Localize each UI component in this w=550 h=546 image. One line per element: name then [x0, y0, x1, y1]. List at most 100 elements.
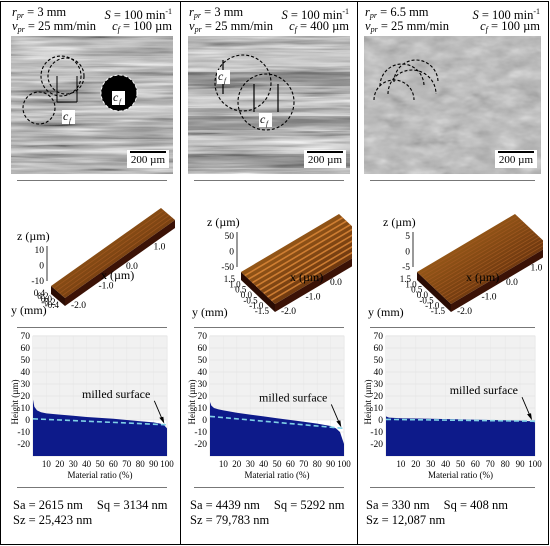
tool-mark-circle: [40, 55, 82, 97]
roughness-stats: Sa = 4439 nm Sq = 5292 nm Sz = 79,783 nm: [190, 498, 350, 528]
annotation-arrowhead: [527, 413, 533, 421]
y-tick-label: 0.0: [241, 290, 253, 300]
row-separator: [370, 327, 535, 328]
rpr-value: 3 mm: [214, 5, 244, 19]
x-tick-label: 30: [69, 459, 79, 469]
feed-per-rev: cf = 400 µm: [289, 19, 349, 37]
milled-surface-line: [385, 418, 536, 422]
symbol-r: r: [12, 5, 17, 19]
x-tick-label: 60: [286, 459, 296, 469]
tool-mark-circle: [47, 57, 85, 95]
x-tick-label: 90: [326, 459, 336, 469]
row-separator: [194, 327, 344, 328]
surface-ridge: [244, 216, 344, 277]
feed-label-cf: c: [63, 109, 69, 123]
surface-side-wall: [51, 286, 65, 306]
spindle-speed: S = 100 min-1: [104, 5, 172, 22]
feed-per-rev: cf = 100 µm: [112, 19, 172, 37]
annotation-arrowhead: [336, 420, 342, 428]
symbol-c-subscript: f: [294, 25, 297, 34]
x-tick-label: 90: [149, 459, 159, 469]
feed-label-subscript: f: [266, 120, 269, 128]
y-tick-label: -1.5: [255, 306, 270, 316]
y-tick-label: -0.4: [45, 300, 60, 310]
y-tick-label: 20: [374, 392, 384, 402]
x-tick-label: 50: [456, 459, 466, 469]
y-tick-label: 0.4: [34, 288, 46, 298]
y-tick-label: 40: [198, 368, 208, 378]
surface-ridge: [53, 210, 165, 289]
spindle-speed: S = 100 min-1: [281, 5, 349, 22]
surface-ridge: [441, 236, 540, 296]
equals-sign: =: [24, 19, 38, 33]
surface-ridge: [251, 223, 351, 284]
y-tick-label: 0.0: [41, 294, 53, 304]
surface-3d-map: [51, 208, 175, 298]
x-tick-label: 0.0: [126, 262, 138, 272]
equals-sign: =: [287, 8, 301, 22]
y-tick-label: 10: [374, 404, 384, 414]
x-tick-label: 50: [273, 459, 283, 469]
x-tick-label: 0.0: [330, 278, 342, 288]
x-tick-label: 1.0: [154, 243, 166, 253]
feed-mark-band: [11, 56, 173, 66]
surface-ridge: [443, 238, 542, 298]
y-tick-label: 60: [374, 344, 384, 354]
x-axis-label: x (µm): [290, 270, 323, 284]
symbol-r: r: [189, 5, 194, 19]
surface-ridge: [445, 241, 545, 300]
feed-label-cf: c: [113, 90, 119, 104]
tool-mark-arc: [387, 69, 437, 95]
symbol-r: r: [365, 5, 370, 19]
micrograph-image: [364, 36, 541, 174]
x-axis-label: x (µm): [101, 268, 134, 282]
feed-label-cf: c: [218, 69, 224, 83]
symbol-c: c: [289, 19, 295, 33]
micrograph: c f c f 200 µm: [11, 36, 173, 174]
y-tick-label: 0.0: [417, 290, 429, 300]
feed-label-subscript: f: [119, 98, 122, 106]
z-tick-label: -5: [402, 263, 410, 273]
tool-mark-annotation: [214, 54, 295, 131]
surface-ridge: [438, 234, 538, 293]
milled-surface-label: milled surface: [259, 390, 327, 404]
topography-plot: 100-10z (µm)0.40.20.0-0.2-0.4y (mm)2.01.…: [11, 208, 193, 317]
x-tick-label: 80: [501, 459, 511, 469]
row-separator: [194, 180, 344, 181]
symbol-c: c: [112, 19, 118, 33]
y-tick-label: -10: [194, 428, 207, 438]
surface-ridge: [59, 214, 170, 294]
y-tick-label: -1.0: [425, 301, 440, 311]
x-tick-label: -2.0: [71, 301, 86, 311]
sq-value: Sq = 408 nm: [443, 498, 509, 512]
y-tick-label: 10: [198, 404, 208, 414]
feed-label-background: [217, 70, 230, 84]
z-tick-label: -10: [31, 277, 44, 287]
y-tick-label: 0: [378, 416, 383, 426]
x-tick-label: 70: [486, 459, 496, 469]
x-tick-label: 40: [441, 459, 451, 469]
topography-3d: 100-10z (µm)0.40.20.0-0.2-0.4y (mm)2.01.…: [9, 184, 193, 324]
tool-mark-circle: [214, 54, 272, 112]
sq-value: Sq = 5292 nm: [273, 498, 345, 512]
y-tick-label: 50: [198, 356, 208, 366]
surface-ridge: [424, 220, 523, 280]
surface-side-wall: [65, 220, 175, 306]
z-tick-label: 5: [405, 232, 410, 242]
topography-3d: 50 0 -50 z (µm) 1.5 1.0 0.5 0.0 -0.5 -1.0 -1.5 y (m…: [186, 184, 391, 324]
scale-bar-label: 200 µm: [498, 154, 534, 166]
topography-3d: 5 0 -5 z (µm) 1.5 1.0 0.5 0.0 -0.5 -1.0 -1.5 y (mm)…: [362, 184, 549, 324]
equals-sign: =: [110, 8, 124, 22]
y-tick-label: 0.2: [37, 291, 48, 301]
surface-side-wall: [417, 272, 451, 312]
S-value: 100 min: [301, 8, 343, 22]
feed-label-cf: c: [260, 112, 266, 126]
x-tick-label: 40: [82, 459, 92, 469]
z-tick-label: 0: [229, 248, 234, 258]
z-axis-label: z (µm): [207, 215, 240, 229]
topography-plot: 500-50z (µm)1.51.00.50.0-0.5-1.0-1.5y (m…: [192, 214, 391, 319]
y-tick-label: 40: [374, 368, 384, 378]
roughness-stats: Sa = 2615 nm Sq = 3134 nm Sz = 25,423 nm: [13, 498, 173, 528]
surface-ridge: [56, 212, 167, 292]
